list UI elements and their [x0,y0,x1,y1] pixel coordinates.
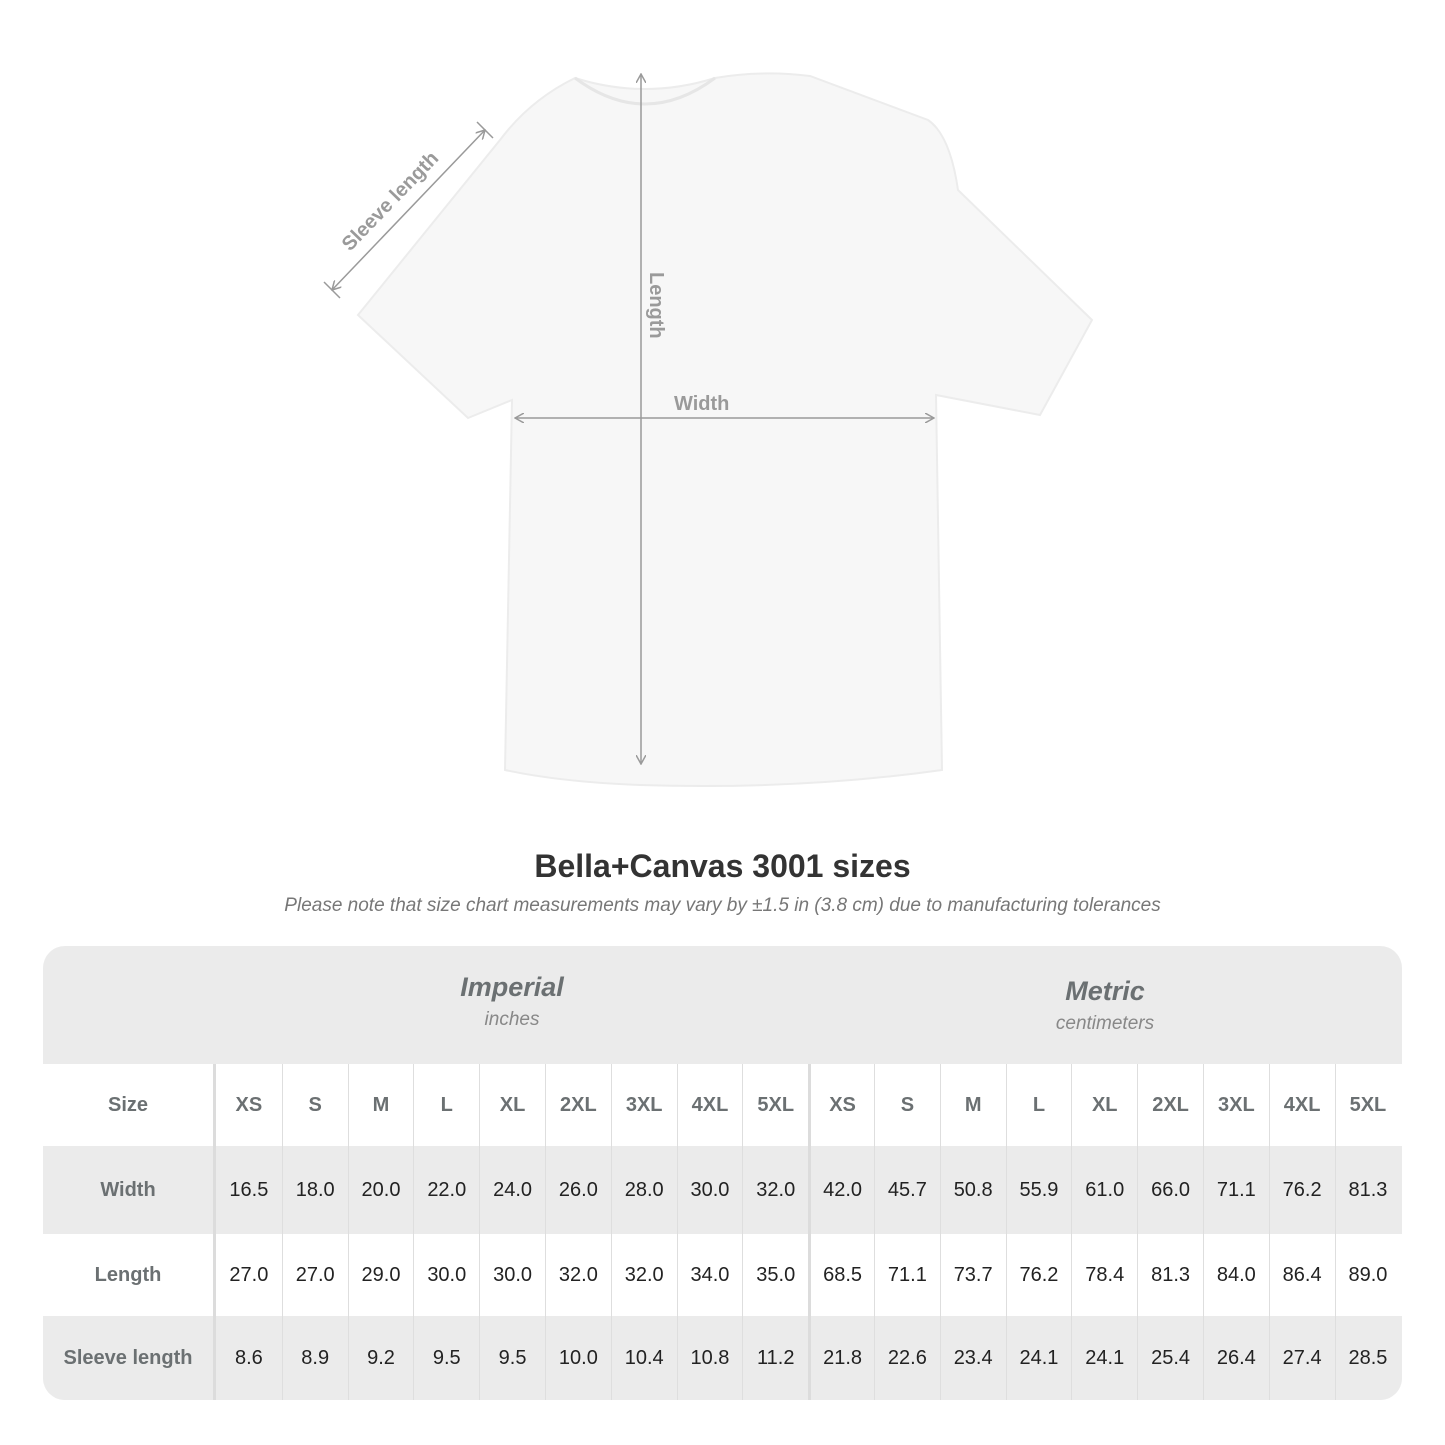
size-imperial: 2XL [544,1064,611,1146]
cell-metric: 27.4 [1268,1316,1335,1400]
size-imperial: XS [235,1093,263,1116]
metric-header: Metric centimeters [808,950,1402,1068]
size-header-row: Size XS S M L XL 2XL 3XL 4XL 5XL XS S M L XL 2XL 3XL 4XL 5… [43,1064,1402,1146]
cell-imperial: 32.0 [610,1234,677,1316]
cell-imperial: 22.0 [413,1146,479,1234]
table-row: Length 27.0 27.0 29.0 30.0 30.0 32.0 32.0 34.0 35… [43,1234,1402,1316]
cell-metric: 42.0 [808,1146,874,1234]
size-imperial: S [281,1064,348,1146]
size-metric: 5XL [1334,1064,1401,1146]
size-metric: L [1005,1064,1072,1146]
cell-imperial: 9.5 [413,1316,479,1400]
cell-imperial: 20.0 [347,1146,414,1234]
tshirt-diagram: Sleeve length Length Width [323,72,1094,787]
metric-title: Metric [1065,976,1145,1006]
cell-imperial: 26.0 [544,1146,611,1234]
cell-metric: 73.7 [939,1234,1006,1316]
cell-metric: 61.0 [1071,1146,1137,1234]
cell-metric: 24.1 [1005,1316,1072,1400]
cell-imperial: 11.2 [742,1316,808,1400]
cell-imperial: 16.5 [229,1178,269,1201]
table-row: Width 16.5 18.0 20.0 22.0 24.0 26.0 28.0 30.0 32.… [43,1146,1402,1234]
cell-imperial: 32.0 [544,1234,611,1316]
size-table: Imperial inches Metric centimeters Size X… [43,946,1402,1400]
cell-metric: 23.4 [939,1316,1006,1400]
cell-metric: 81.3 [1334,1146,1401,1234]
cell-imperial: 8.9 [281,1316,348,1400]
imperial-header: Imperial inches [216,946,808,1064]
cell-imperial: 27.0 [229,1263,269,1286]
cell-imperial: 30.0 [479,1234,545,1316]
size-imperial: 4XL [676,1064,743,1146]
cell-metric: 55.9 [1005,1146,1072,1234]
cell-imperial: 10.8 [676,1316,743,1400]
page-title: Bella+Canvas 3001 sizes [534,848,911,884]
cell-metric: 71.1 [1202,1146,1269,1234]
size-imperial: L [413,1064,479,1146]
row-label: Width [43,1146,216,1234]
cell-imperial: 29.0 [347,1234,414,1316]
width-label: Width [674,393,729,415]
cell-imperial: 30.0 [413,1234,479,1316]
size-imperial: 3XL [610,1064,677,1146]
cell-imperial: 30.0 [676,1146,743,1234]
sleeve-length-arrow [332,130,485,290]
size-metric: 4XL [1268,1064,1335,1146]
imperial-unit: inches [484,1009,540,1030]
row-label: Size [43,1064,216,1146]
cell-imperial: 8.6 [234,1346,263,1369]
cell-metric: 28.5 [1334,1316,1401,1400]
size-metric: S [873,1064,940,1146]
size-metric: M [939,1064,1006,1146]
cell-imperial: 9.2 [347,1316,414,1400]
cell-imperial: 27.0 [281,1234,348,1316]
cell-imperial: 28.0 [610,1146,677,1234]
cell-imperial: 18.0 [281,1146,348,1234]
cell-metric: 78.4 [1071,1234,1137,1316]
size-metric: XL [1071,1064,1137,1146]
cell-imperial: 10.0 [544,1316,611,1400]
cell-imperial: 10.4 [610,1316,677,1400]
cell-imperial: 34.0 [676,1234,743,1316]
cell-metric: 84.0 [1202,1234,1269,1316]
size-imperial: XL [479,1064,545,1146]
cell-metric: 76.2 [1268,1146,1335,1234]
cell-metric: 22.6 [873,1316,940,1400]
cell-metric: 26.4 [1202,1316,1269,1400]
cell-metric: 25.4 [1137,1316,1203,1400]
table-row: Sleeve length 8.6 8.9 9.2 9.5 9.5 10.0 10.4 10.8… [43,1316,1402,1400]
cell-metric: 71.1 [873,1234,940,1316]
size-imperial: M [347,1064,414,1146]
cell-metric: 81.3 [1137,1234,1203,1316]
cell-imperial: 35.0 [742,1234,808,1316]
cell-metric: 76.2 [1005,1234,1072,1316]
cell-metric: 24.1 [1071,1316,1137,1400]
cell-metric: 89.0 [1334,1234,1401,1316]
cell-metric: 45.7 [873,1146,940,1234]
size-metric: 3XL [1202,1064,1269,1146]
row-label: Sleeve length [43,1316,216,1400]
cell-imperial: 24.0 [479,1146,545,1234]
cell-metric: 66.0 [1137,1146,1203,1234]
cell-metric: 68.5 [808,1234,874,1316]
metric-unit: centimeters [1055,1013,1155,1034]
size-metric: XS [808,1064,874,1146]
length-label: Length [645,272,667,339]
imperial-title: Imperial [460,972,564,1002]
tolerance-note: Please note that size chart measurements… [284,895,1161,916]
size-metric: 2XL [1137,1064,1203,1146]
cell-imperial: 32.0 [742,1146,808,1234]
row-label: Length [43,1234,216,1316]
size-imperial: 5XL [742,1064,808,1146]
tshirt-image [356,72,1094,787]
cell-metric: 21.8 [808,1316,874,1400]
cell-metric: 50.8 [939,1146,1006,1234]
cell-imperial: 9.5 [479,1316,545,1400]
cell-metric: 86.4 [1268,1234,1335,1316]
